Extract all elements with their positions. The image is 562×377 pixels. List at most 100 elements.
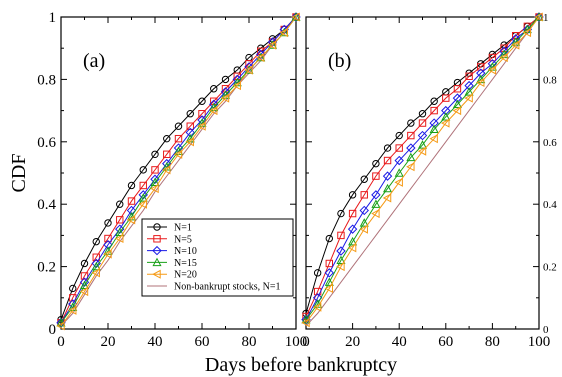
data-point <box>91 261 101 271</box>
data-point <box>103 249 112 259</box>
panel-label-b: (b) <box>328 50 351 72</box>
data-point <box>185 127 195 138</box>
series-line <box>305 16 540 314</box>
data-point <box>313 269 322 277</box>
data-point <box>161 165 171 175</box>
data-point <box>324 268 335 278</box>
y-tick-label: 0.2 <box>37 260 56 276</box>
data-point <box>429 118 439 128</box>
data-point <box>150 174 160 184</box>
data-point <box>139 181 147 190</box>
data-point <box>127 197 136 205</box>
data-point <box>348 209 357 218</box>
x-tick-label: 80 <box>242 334 257 350</box>
data-point <box>302 312 310 321</box>
data-point <box>92 253 100 261</box>
data-point <box>383 156 392 165</box>
data-point <box>465 72 473 80</box>
data-point <box>382 193 392 203</box>
series-n-1 <box>302 13 543 318</box>
data-point <box>104 234 112 243</box>
series-n-20 <box>56 12 300 331</box>
x-tick-label: 0 <box>302 334 310 350</box>
data-point <box>324 277 334 286</box>
data-point <box>150 184 159 194</box>
data-point <box>163 134 171 143</box>
y-tick-label: 0.4 <box>37 197 56 213</box>
data-point <box>359 224 368 234</box>
data-point <box>244 65 254 74</box>
legend-entry: N=1 <box>147 223 192 234</box>
data-point <box>453 85 462 93</box>
y-tick-label: 0.6 <box>543 137 557 149</box>
data-point <box>115 227 125 236</box>
data-point <box>475 77 485 88</box>
data-point <box>429 124 439 134</box>
data-point <box>336 255 346 265</box>
series-n-20 <box>301 12 543 328</box>
data-point <box>417 130 428 141</box>
y-tick-label: 1 <box>49 10 57 26</box>
series-line <box>305 16 540 320</box>
series-line <box>305 16 540 324</box>
data-point <box>220 93 230 103</box>
data-point <box>114 233 124 244</box>
data-point <box>347 243 357 253</box>
x-tick-label: 60 <box>438 334 453 350</box>
data-point <box>371 199 381 208</box>
data-point <box>267 37 278 47</box>
data-point <box>383 144 392 152</box>
series-n-10 <box>301 12 544 325</box>
data-point <box>79 287 89 297</box>
data-point <box>442 94 450 102</box>
data-point <box>103 240 113 250</box>
data-point <box>174 134 183 143</box>
data-point <box>441 112 451 121</box>
data-point <box>522 24 533 35</box>
legend-label: N=20 <box>174 270 197 281</box>
data-point <box>337 231 345 240</box>
data-point <box>56 321 65 331</box>
data-point <box>163 150 171 158</box>
data-point <box>360 175 368 183</box>
data-point <box>337 209 345 218</box>
legend-label: N=1 <box>174 223 192 234</box>
data-point <box>418 119 427 127</box>
data-point <box>138 193 148 202</box>
series-line <box>305 16 540 320</box>
data-point <box>324 283 333 293</box>
legend-entry: N=20 <box>147 269 197 281</box>
data-point <box>394 168 404 177</box>
data-point <box>80 272 89 280</box>
data-point <box>291 12 301 22</box>
data-point <box>301 318 310 328</box>
x-tick-label: 40 <box>148 334 163 350</box>
data-point <box>126 205 137 216</box>
data-point <box>488 53 497 62</box>
data-point <box>210 85 218 93</box>
data-point <box>256 52 266 62</box>
y-axis-label: CDF <box>8 154 30 193</box>
data-point <box>477 63 485 71</box>
data-point <box>221 75 230 84</box>
series-non-bankrupt-stocks-n-1 <box>60 16 297 327</box>
data-point <box>80 259 89 268</box>
data-point <box>417 146 427 156</box>
data-point <box>441 118 450 128</box>
data-point <box>371 190 381 200</box>
data-point <box>383 183 393 193</box>
data-point <box>186 110 194 118</box>
series-line <box>60 16 297 327</box>
data-point <box>312 302 322 312</box>
data-point <box>291 12 300 22</box>
data-point <box>359 205 369 216</box>
data-point <box>279 27 289 37</box>
data-point <box>267 40 278 49</box>
y-tick-label: 1 <box>543 12 549 24</box>
y-tick-label: 0.8 <box>37 72 56 88</box>
data-point <box>312 293 323 303</box>
data-point <box>372 159 380 168</box>
data-point <box>267 40 277 50</box>
data-point <box>395 144 403 152</box>
